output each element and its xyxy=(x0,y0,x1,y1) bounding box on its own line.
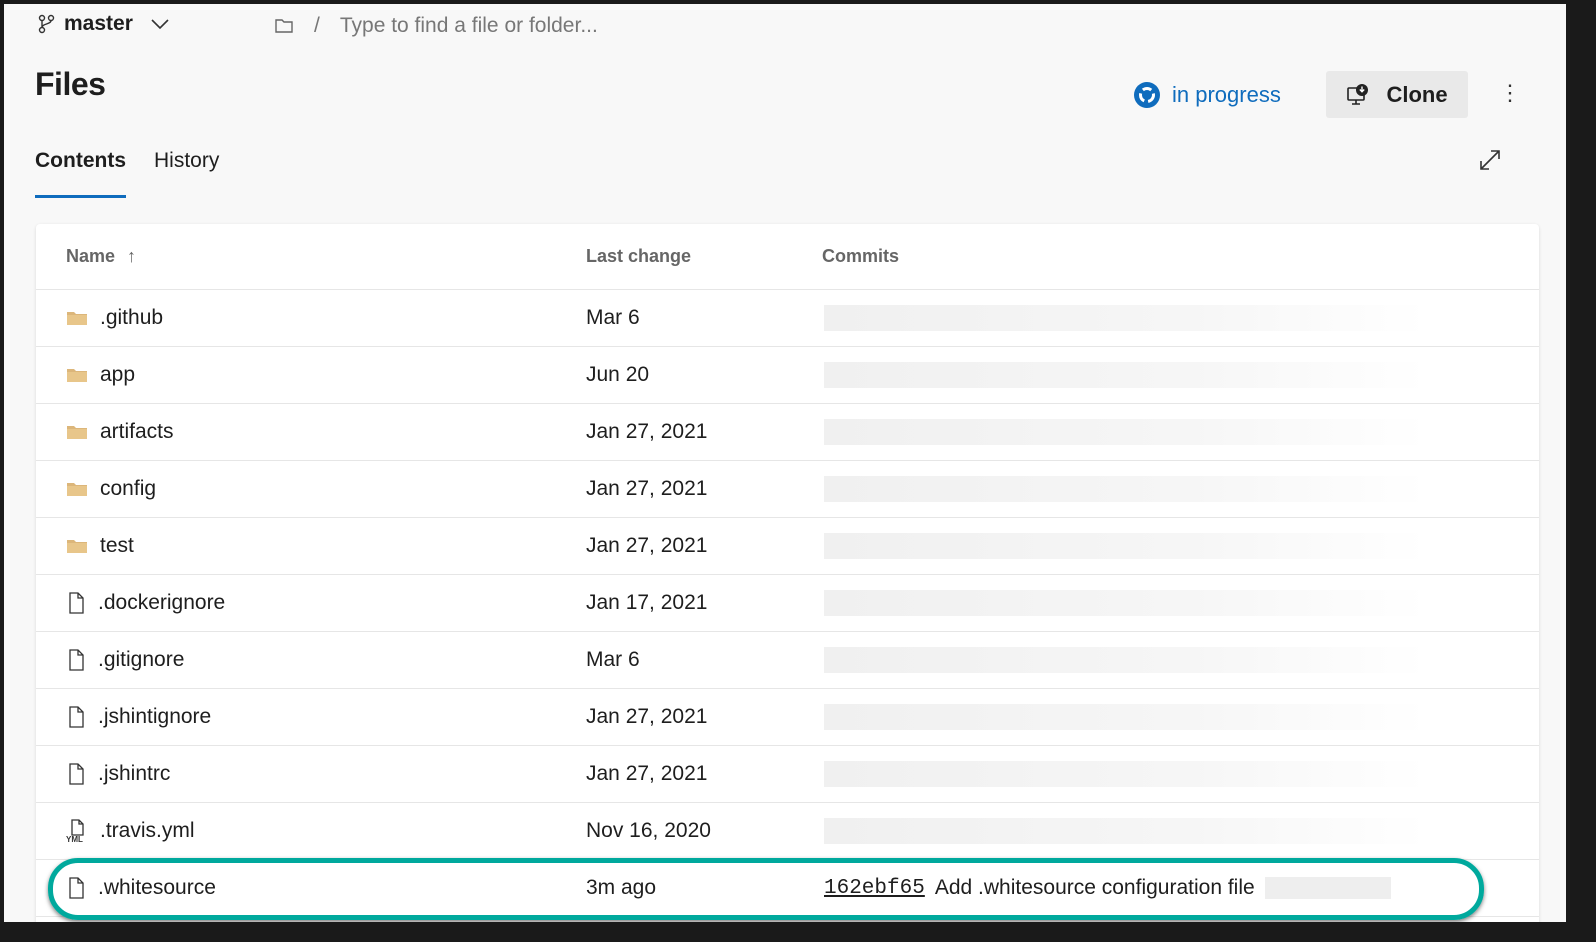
file-icon xyxy=(66,592,86,614)
commit-skeleton xyxy=(824,419,1427,445)
highlight-outline xyxy=(48,858,1484,920)
file-name[interactable]: config xyxy=(100,477,157,500)
commit-skeleton xyxy=(824,704,1427,730)
table-row[interactable]: artifacts Jan 27, 2021 xyxy=(36,404,1539,461)
last-change: Jan 27, 2021 xyxy=(586,420,708,443)
last-change: Jan 17, 2021 xyxy=(586,591,708,614)
last-change: Jun 20 xyxy=(586,363,650,386)
clone-button[interactable]: Clone xyxy=(1326,71,1468,118)
last-change: Jan 27, 2021 xyxy=(586,762,708,785)
column-name[interactable]: Name ↑ xyxy=(36,246,586,267)
branch-name: master xyxy=(64,12,133,35)
path-search-input[interactable]: Type to find a file or folder... xyxy=(339,14,598,37)
file-icon xyxy=(66,649,86,671)
files-table: Name ↑ Last change Commits .github Mar 6 ap… xyxy=(36,224,1539,922)
commit-skeleton xyxy=(824,761,1427,787)
column-name-label: Name xyxy=(66,246,116,266)
pipeline-status[interactable]: in progress xyxy=(1134,82,1281,108)
in-progress-icon xyxy=(1134,82,1160,108)
page-title: Files xyxy=(35,66,106,102)
table-row[interactable]: .gitignore Mar 6 xyxy=(36,632,1539,689)
tab-bar: Contents History xyxy=(35,149,219,198)
table-row[interactable]: .dockerignore Jan 17, 2021 xyxy=(36,575,1539,632)
status-label: in progress xyxy=(1172,82,1281,107)
folder-icon xyxy=(66,537,88,555)
file-name[interactable]: .gitignore xyxy=(98,648,185,671)
tab-history[interactable]: History xyxy=(154,149,220,172)
table-row[interactable]: app Jun 20 xyxy=(36,347,1539,404)
column-commits: Commits xyxy=(822,246,900,266)
file-name[interactable]: .github xyxy=(100,306,164,329)
file-icon xyxy=(66,763,86,785)
file-name[interactable]: test xyxy=(100,534,134,557)
file-name[interactable]: .jshintrc xyxy=(98,762,171,785)
commit-skeleton xyxy=(824,305,1427,331)
column-last-change: Last change xyxy=(586,246,692,266)
branch-selector[interactable]: master xyxy=(38,12,171,36)
folder-icon xyxy=(66,366,88,384)
table-row[interactable]: YML .travis.yml Nov 16, 2020 xyxy=(36,803,1539,860)
commit-skeleton xyxy=(824,533,1427,559)
expand-icon[interactable] xyxy=(1478,148,1502,172)
last-change: Jan 27, 2021 xyxy=(586,705,708,728)
file-name[interactable]: .jshintignore xyxy=(98,705,212,728)
tab-contents[interactable]: Contents xyxy=(35,149,126,198)
app-frame: master / Type to find a file or folder..… xyxy=(4,4,1566,922)
table-row[interactable]: test Jan 27, 2021 xyxy=(36,518,1539,575)
commit-skeleton xyxy=(824,818,1427,844)
table-row[interactable]: .jshintignore Jan 27, 2021 xyxy=(36,689,1539,746)
yml-file-icon: YML xyxy=(66,819,88,843)
last-change: 3m ago xyxy=(586,876,657,899)
chevron-down-icon xyxy=(151,19,169,30)
folder-icon xyxy=(66,480,88,498)
table-row[interactable]: config Jan 27, 2021 xyxy=(36,461,1539,518)
file-name[interactable]: .travis.yml xyxy=(100,819,195,842)
folder-icon xyxy=(66,423,88,441)
last-change: Jan 27, 2021 xyxy=(586,477,708,500)
file-name[interactable]: .dockerignore xyxy=(98,591,226,614)
file-name[interactable]: artifacts xyxy=(100,420,174,443)
branch-icon xyxy=(38,14,55,34)
commit-skeleton xyxy=(824,476,1427,502)
path-bar[interactable]: / Type to find a file or folder... xyxy=(274,14,598,38)
file-name[interactable]: app xyxy=(100,363,136,386)
clone-icon xyxy=(1347,83,1369,105)
sort-ascending-icon: ↑ xyxy=(127,246,137,266)
last-change: Nov 16, 2020 xyxy=(586,819,711,842)
last-change: Mar 6 xyxy=(586,648,640,671)
commit-skeleton xyxy=(824,590,1427,616)
table-row[interactable]: .jshintrc Jan 27, 2021 xyxy=(36,746,1539,803)
file-icon xyxy=(66,706,86,728)
path-separator: / xyxy=(314,14,320,37)
table-row[interactable]: .github Mar 6 xyxy=(36,290,1539,347)
svg-text:YML: YML xyxy=(66,835,83,843)
more-options-icon[interactable]: ⋮ xyxy=(1499,80,1521,105)
commit-message: Add .whitesource configuration file xyxy=(934,876,1255,899)
folder-icon xyxy=(66,309,88,327)
last-change: Mar 6 xyxy=(586,306,640,329)
file-name[interactable]: .whitesource xyxy=(98,876,216,899)
clone-label: Clone xyxy=(1386,81,1448,107)
commit-hash-link[interactable]: 162ebf65 xyxy=(824,876,925,900)
commit-skeleton xyxy=(824,647,1427,673)
folder-icon xyxy=(275,19,293,33)
commit-skeleton xyxy=(1264,877,1391,899)
commit-skeleton xyxy=(824,362,1427,388)
table-header: Name ↑ Last change Commits xyxy=(36,224,1539,290)
last-change: Jan 27, 2021 xyxy=(586,534,708,557)
